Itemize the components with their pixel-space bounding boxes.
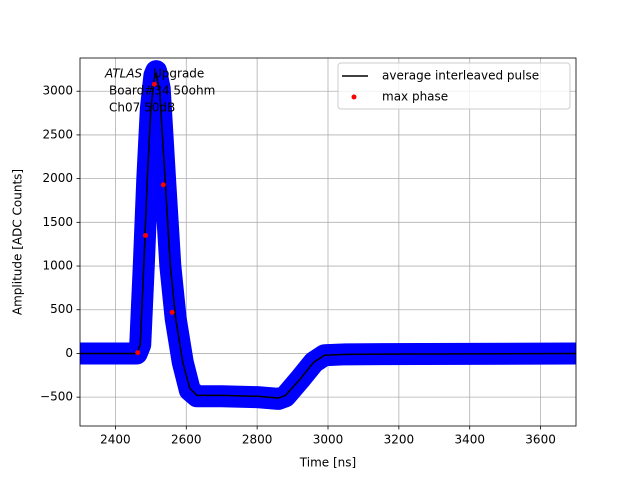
legend-marker xyxy=(351,94,357,100)
ticks: 2400 2600 2800 3000 3200 3400 3600 −500 0 500 1000… xyxy=(40,84,556,447)
y-tick-label: 1500 xyxy=(42,215,73,229)
legend-box xyxy=(337,62,571,110)
max-phase-point xyxy=(143,232,149,238)
y-tick-label: 500 xyxy=(50,302,73,316)
annotation-line: Ch07 50dB xyxy=(109,101,175,115)
x-axis-label: Time [ns] xyxy=(299,456,356,470)
x-tick-label: 3000 xyxy=(313,433,344,447)
x-tick-label: 2800 xyxy=(242,433,273,447)
y-tick-label: 3000 xyxy=(42,84,73,98)
y-tick-label: 2500 xyxy=(42,127,73,141)
max-phase-point xyxy=(160,182,166,188)
x-tick-label: 2600 xyxy=(171,433,202,447)
annotation-experiment: ATLAS xyxy=(104,67,143,81)
legend-label: max phase xyxy=(382,90,448,104)
x-tick-label: 3200 xyxy=(384,433,415,447)
x-tick-label: 3600 xyxy=(525,433,556,447)
legend-label: average interleaved pulse xyxy=(382,69,539,83)
legend: average interleaved pulse max phase xyxy=(337,62,571,110)
max-phase-point xyxy=(169,309,175,315)
annotation-line: Board#34 50ohm xyxy=(109,84,215,98)
y-axis-label: Amplitude [ADC Counts] xyxy=(11,169,25,315)
x-tick-label: 3400 xyxy=(454,433,485,447)
max-phase-point xyxy=(151,81,157,87)
y-tick-label: −500 xyxy=(40,390,73,404)
average-line xyxy=(80,71,576,399)
plot-area xyxy=(80,60,576,410)
annotation-line: Upgrade xyxy=(153,67,204,81)
y-tick-label: 2000 xyxy=(42,171,73,185)
max-phase-point xyxy=(135,350,141,356)
x-tick-label: 2400 xyxy=(100,433,131,447)
grid xyxy=(80,58,576,426)
y-tick-label: 0 xyxy=(65,346,73,360)
y-tick-label: 1000 xyxy=(42,259,73,273)
